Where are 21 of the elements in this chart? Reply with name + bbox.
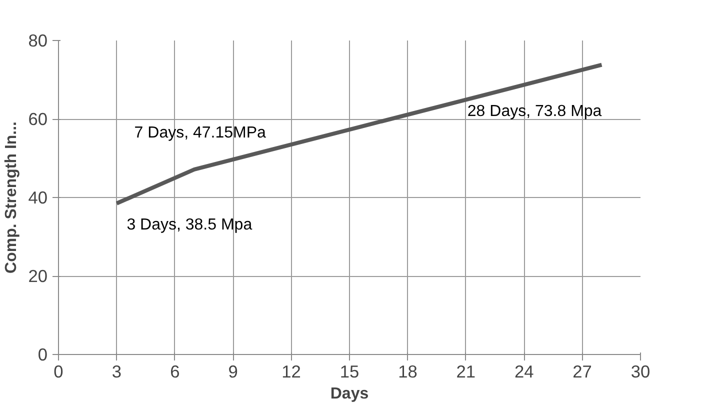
y-tick-label: 40 [28, 188, 48, 208]
x-tick-label: 21 [456, 362, 476, 382]
x-tick-label: 3 [112, 362, 122, 382]
x-tick-label: 27 [572, 362, 592, 382]
x-axis-title: Days [330, 386, 369, 402]
y-tick-label: 20 [28, 266, 48, 286]
x-tick-label: 0 [54, 362, 64, 382]
data-label: 28 Days, 73.8 Mpa [467, 102, 602, 120]
x-tick-label: 12 [282, 362, 301, 382]
x-tick-label: 18 [398, 362, 418, 382]
y-tick-label: 60 [28, 109, 48, 129]
x-tick-label: 24 [514, 362, 534, 382]
x-tick-label: 15 [340, 362, 360, 382]
y-tick-label: 80 [28, 30, 48, 50]
y-axis-title: Comp. Strength In... [3, 121, 20, 274]
data-label: 3 Days, 38.5 Mpa [126, 216, 252, 234]
x-tick-label: 9 [228, 362, 238, 382]
y-tick-label: 0 [38, 344, 48, 364]
x-tick-label: 30 [630, 362, 650, 382]
x-tick-label: 6 [170, 362, 180, 382]
data-label: 7 Days, 47.15MPa [134, 124, 266, 142]
